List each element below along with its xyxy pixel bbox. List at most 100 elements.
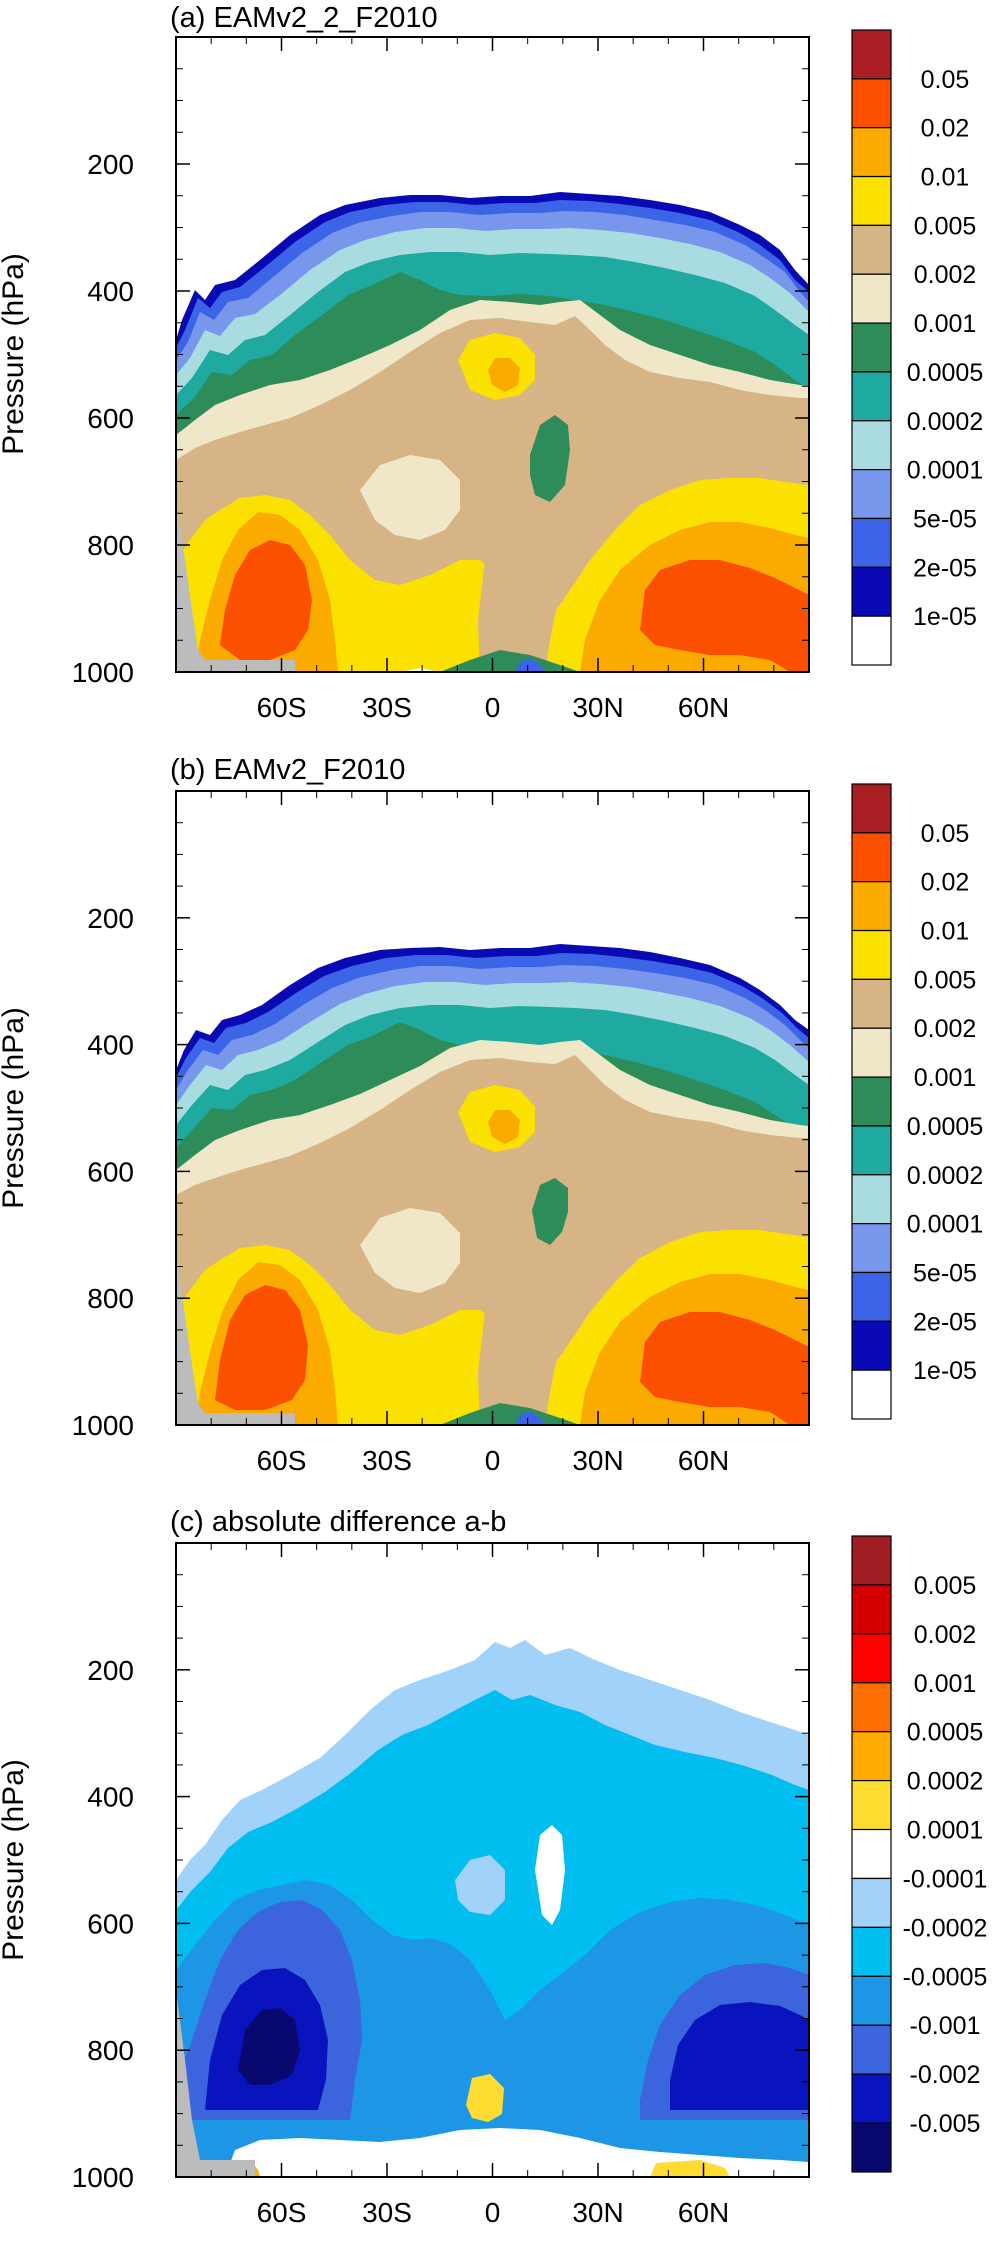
x-tick-label: 0	[485, 1445, 501, 1476]
colorbar-label: 5e-05	[913, 1259, 977, 1287]
y-tick-label: 600	[87, 403, 134, 434]
colorbar-swatch	[851, 224, 892, 275]
colorbar-label: -0.005	[910, 2110, 981, 2138]
colorbar-label: -0.0001	[903, 1865, 988, 1893]
a-layer-0.02-north	[640, 560, 809, 672]
colorbar-swatch	[851, 1633, 892, 1684]
y-tick-label: 600	[87, 1156, 134, 1187]
c-surface-yellow	[650, 2160, 730, 2177]
y-tick-label: 1000	[72, 2162, 134, 2193]
x-tick-label: 60N	[678, 692, 729, 723]
colorbar-label: 0.001	[914, 1064, 977, 1092]
colorbar-swatch	[851, 1877, 892, 1928]
colorbar-swatch	[851, 2073, 892, 2124]
colorbar-label: 2e-05	[913, 1308, 977, 1336]
y-tick-label: 400	[87, 1782, 134, 1813]
colorbar-swatch	[851, 1780, 892, 1831]
y-tick-label: 200	[87, 149, 134, 180]
panel-c	[175, 1542, 810, 2178]
c-feature-paleblue-mid	[455, 1855, 505, 1915]
y-tick-label: 800	[87, 2035, 134, 2066]
colorbar-label: 0.005	[914, 1572, 977, 1600]
colorbar-swatch	[851, 1828, 892, 1880]
colorbar-label: 0.001	[914, 310, 977, 338]
colorbar-swatch	[851, 1174, 892, 1225]
colorbar-label: 1e-05	[913, 603, 977, 631]
colorbar-swatch	[851, 1320, 892, 1371]
colorbar-swatch	[851, 2122, 892, 2173]
a-surface-blue	[515, 658, 545, 672]
colorbar-label: 0.0001	[907, 457, 983, 485]
panel-b-ylabel: Pressure (hPa)	[0, 1007, 30, 1209]
colorbar-label: 0.002	[914, 1621, 977, 1649]
c-layer-navy-north	[670, 2002, 809, 2110]
colorbar-swatch	[851, 1223, 892, 1274]
x-tick-label: 60N	[678, 2197, 729, 2228]
colorbar-label: -0.002	[910, 2061, 981, 2089]
c-feature-positive-ring	[466, 2074, 504, 2122]
y-tick-label: 1000	[72, 657, 134, 688]
colorbar-swatch	[851, 371, 892, 422]
colorbar-swatch	[851, 1125, 892, 1176]
colorbar-swatch	[851, 1076, 892, 1127]
colorbar-swatch	[851, 1271, 892, 1322]
colorbar-swatch	[851, 615, 892, 666]
b-surface-green	[440, 1403, 580, 1425]
panel-c-title: (c) absolute difference a-b	[170, 1506, 506, 1538]
a-layer-0.02	[220, 540, 312, 660]
panel-a	[175, 36, 810, 673]
colorbar-label: 0.005	[914, 966, 977, 994]
y-tick-label: 400	[87, 1030, 134, 1061]
colorbar-swatch	[851, 1535, 892, 1586]
colorbar-swatch	[851, 832, 892, 883]
colorbar-label: -0.0005	[903, 1963, 988, 1991]
axes-and-colorbars: 1000 800 600 400 200 60S 30S 0 30N 60N 1e-05 2e-05 5…	[72, 29, 988, 2228]
b-missing-grey	[176, 1255, 295, 1425]
y-tick-label: 800	[87, 1283, 134, 1314]
a-missing-grey	[176, 500, 295, 672]
colorbar-label: 2e-05	[913, 554, 977, 582]
x-tick-label: 60N	[678, 1445, 729, 1476]
colorbar-swatch	[851, 783, 892, 834]
colorbar-swatch	[851, 1027, 892, 1078]
colorbar-label: 0.0005	[907, 1719, 983, 1747]
colorbar-label: 0.02	[921, 869, 970, 897]
b-feature-orange-blob	[488, 1110, 520, 1144]
colorbar-swatch	[851, 78, 892, 129]
a-feature-green-blob	[530, 415, 570, 502]
b-feature-tan-center	[478, 1252, 552, 1425]
b-layer-0.02-north	[640, 1312, 809, 1425]
colorbar-label: 0.002	[914, 1015, 977, 1043]
x-tick-label: 30S	[362, 2197, 412, 2228]
colorbar-swatch	[851, 1926, 892, 1977]
colorbar-label: 0.05	[921, 66, 970, 94]
c-feature-white-slot	[535, 1825, 565, 1925]
b-feature-beige-oval	[360, 1208, 460, 1293]
x-tick-label: 30S	[362, 1445, 412, 1476]
colorbar-swatch	[851, 929, 892, 980]
colorbar-swatch	[851, 29, 892, 80]
panel-c-ylabel: Pressure (hPa)	[0, 1759, 30, 1961]
colorbar-swatch	[851, 1584, 892, 1635]
x-tick-label: 30S	[362, 692, 412, 723]
colorbar-label: 0.01	[921, 918, 970, 946]
colorbar-label: 1e-05	[913, 1357, 977, 1385]
x-tick-label: 30N	[572, 1445, 623, 1476]
b-feature-green-blob	[532, 1178, 568, 1245]
panel-a-contours	[176, 192, 809, 672]
colorbar-label: 0.05	[921, 820, 970, 848]
y-tick-label: 200	[87, 1655, 134, 1686]
colorbar-swatch	[851, 175, 892, 226]
colorbar-label: 0.002	[914, 261, 977, 289]
colorbar-swatch	[851, 517, 892, 568]
colorbar-swatch	[851, 881, 892, 932]
x-tick-label: 30N	[572, 2197, 623, 2228]
colorbar-label: 0.0002	[907, 408, 983, 436]
colorbar-swatch	[851, 1975, 892, 2026]
colorbar-label: 0.0002	[907, 1162, 983, 1190]
colorbar-label: 0.0001	[907, 1211, 983, 1239]
b-layer-0.02	[215, 1285, 308, 1410]
panel-a-ylabel: Pressure (hPa)	[0, 253, 30, 455]
c-layer-deep-navy	[238, 2008, 300, 2085]
